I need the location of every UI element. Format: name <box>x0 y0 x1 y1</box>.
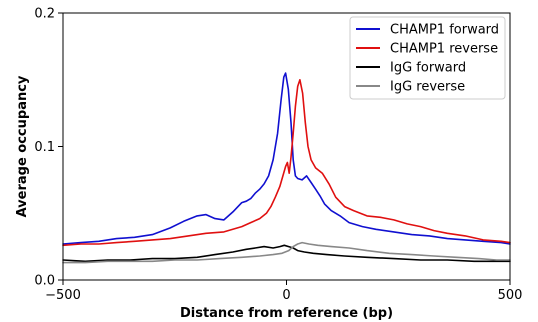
x-tick-label: −500 <box>45 288 81 303</box>
legend: CHAMP1 forward CHAMP1 reverse IgG forward I… <box>349 16 506 100</box>
legend-box <box>349 16 506 100</box>
legend-label: IgG forward <box>390 61 466 76</box>
y-tick-label: 0.1 <box>34 140 55 155</box>
series-line-igg-forward <box>62 244 511 263</box>
legend-label: IgG reverse <box>390 80 465 95</box>
series-line-champ1-forward <box>62 72 511 245</box>
y-axis-ticks: 0.0 0.1 0.2 <box>34 7 63 289</box>
series-layer <box>62 72 511 264</box>
series-line-champ1-reverse <box>62 79 511 247</box>
legend-label: CHAMP1 forward <box>390 23 499 38</box>
x-tick-label: 500 <box>498 288 523 303</box>
y-tick-label: 0.2 <box>34 7 55 22</box>
x-axis-label: Distance from reference (bp) <box>180 306 393 321</box>
series-line-igg-reverse <box>62 241 511 264</box>
x-tick-label: 0 <box>282 288 290 303</box>
legend-label: CHAMP1 reverse <box>390 42 498 57</box>
y-axis-label: Average occupancy <box>15 75 30 217</box>
legend-items: CHAMP1 forward CHAMP1 reverse IgG forward I… <box>356 23 499 95</box>
x-axis-ticks: −500 0 500 <box>45 280 522 303</box>
y-tick-label: 0.0 <box>34 274 55 289</box>
